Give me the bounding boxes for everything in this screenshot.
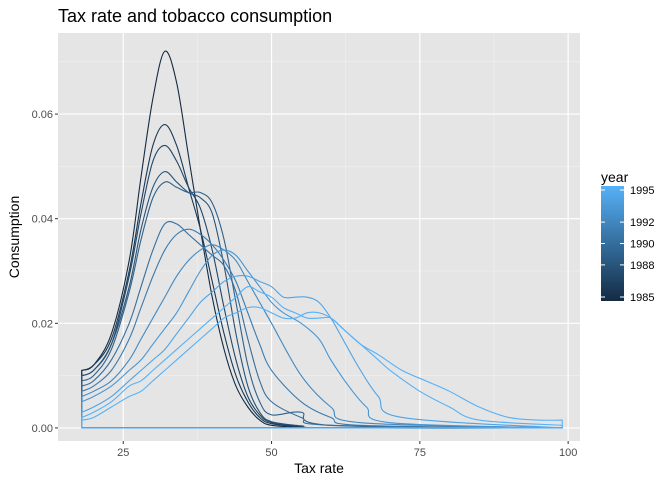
density-line-1995 — [81, 306, 563, 429]
density-line-1995 — [81, 286, 563, 429]
x-tick-label: 50 — [265, 447, 277, 459]
y-tick-label: 0.00 — [32, 423, 53, 435]
x-tick-label: 100 — [559, 447, 577, 459]
grid-lines — [58, 33, 580, 441]
y-tick-label: 0.06 — [32, 109, 53, 121]
x-axis-ticks: 25 50 75 100 — [117, 441, 577, 459]
legend-label: 1988 — [630, 260, 654, 272]
x-axis-title: Tax rate — [294, 460, 344, 476]
chart-title: Tax rate and tobacco consumption — [58, 6, 332, 26]
density-line-1992 — [81, 244, 563, 429]
density-line-1994 — [81, 275, 563, 429]
x-tick-label: 25 — [117, 447, 129, 459]
y-axis-title: Consumption — [6, 196, 22, 279]
color-legend: year 1995 1992 1990 1988 1985 — [601, 169, 654, 304]
y-tick-label: 0.04 — [32, 214, 53, 226]
x-tick-label: 75 — [414, 447, 426, 459]
legend-label: 1990 — [630, 239, 654, 251]
y-axis-ticks: 0.00 0.02 0.04 0.06 — [32, 109, 58, 435]
legend-label: 1992 — [630, 217, 654, 229]
density-line-1987 — [81, 144, 563, 429]
legend-label: 1995 — [630, 185, 654, 197]
y-tick-label: 0.02 — [32, 318, 53, 330]
density-line-1990 — [81, 220, 563, 429]
density-line-1988 — [81, 171, 563, 429]
density-line-1986 — [81, 123, 563, 429]
plot-panel — [58, 33, 580, 441]
legend-title: year — [601, 169, 629, 185]
density-line-1985 — [81, 50, 563, 429]
legend-label: 1985 — [630, 292, 654, 304]
density-line-1989 — [81, 181, 563, 429]
density-line-1993 — [81, 249, 563, 429]
legend-ticks: 1995 1992 1990 1988 1985 — [601, 185, 654, 304]
legend-colorbar — [601, 186, 624, 301]
density-curves — [81, 50, 563, 429]
